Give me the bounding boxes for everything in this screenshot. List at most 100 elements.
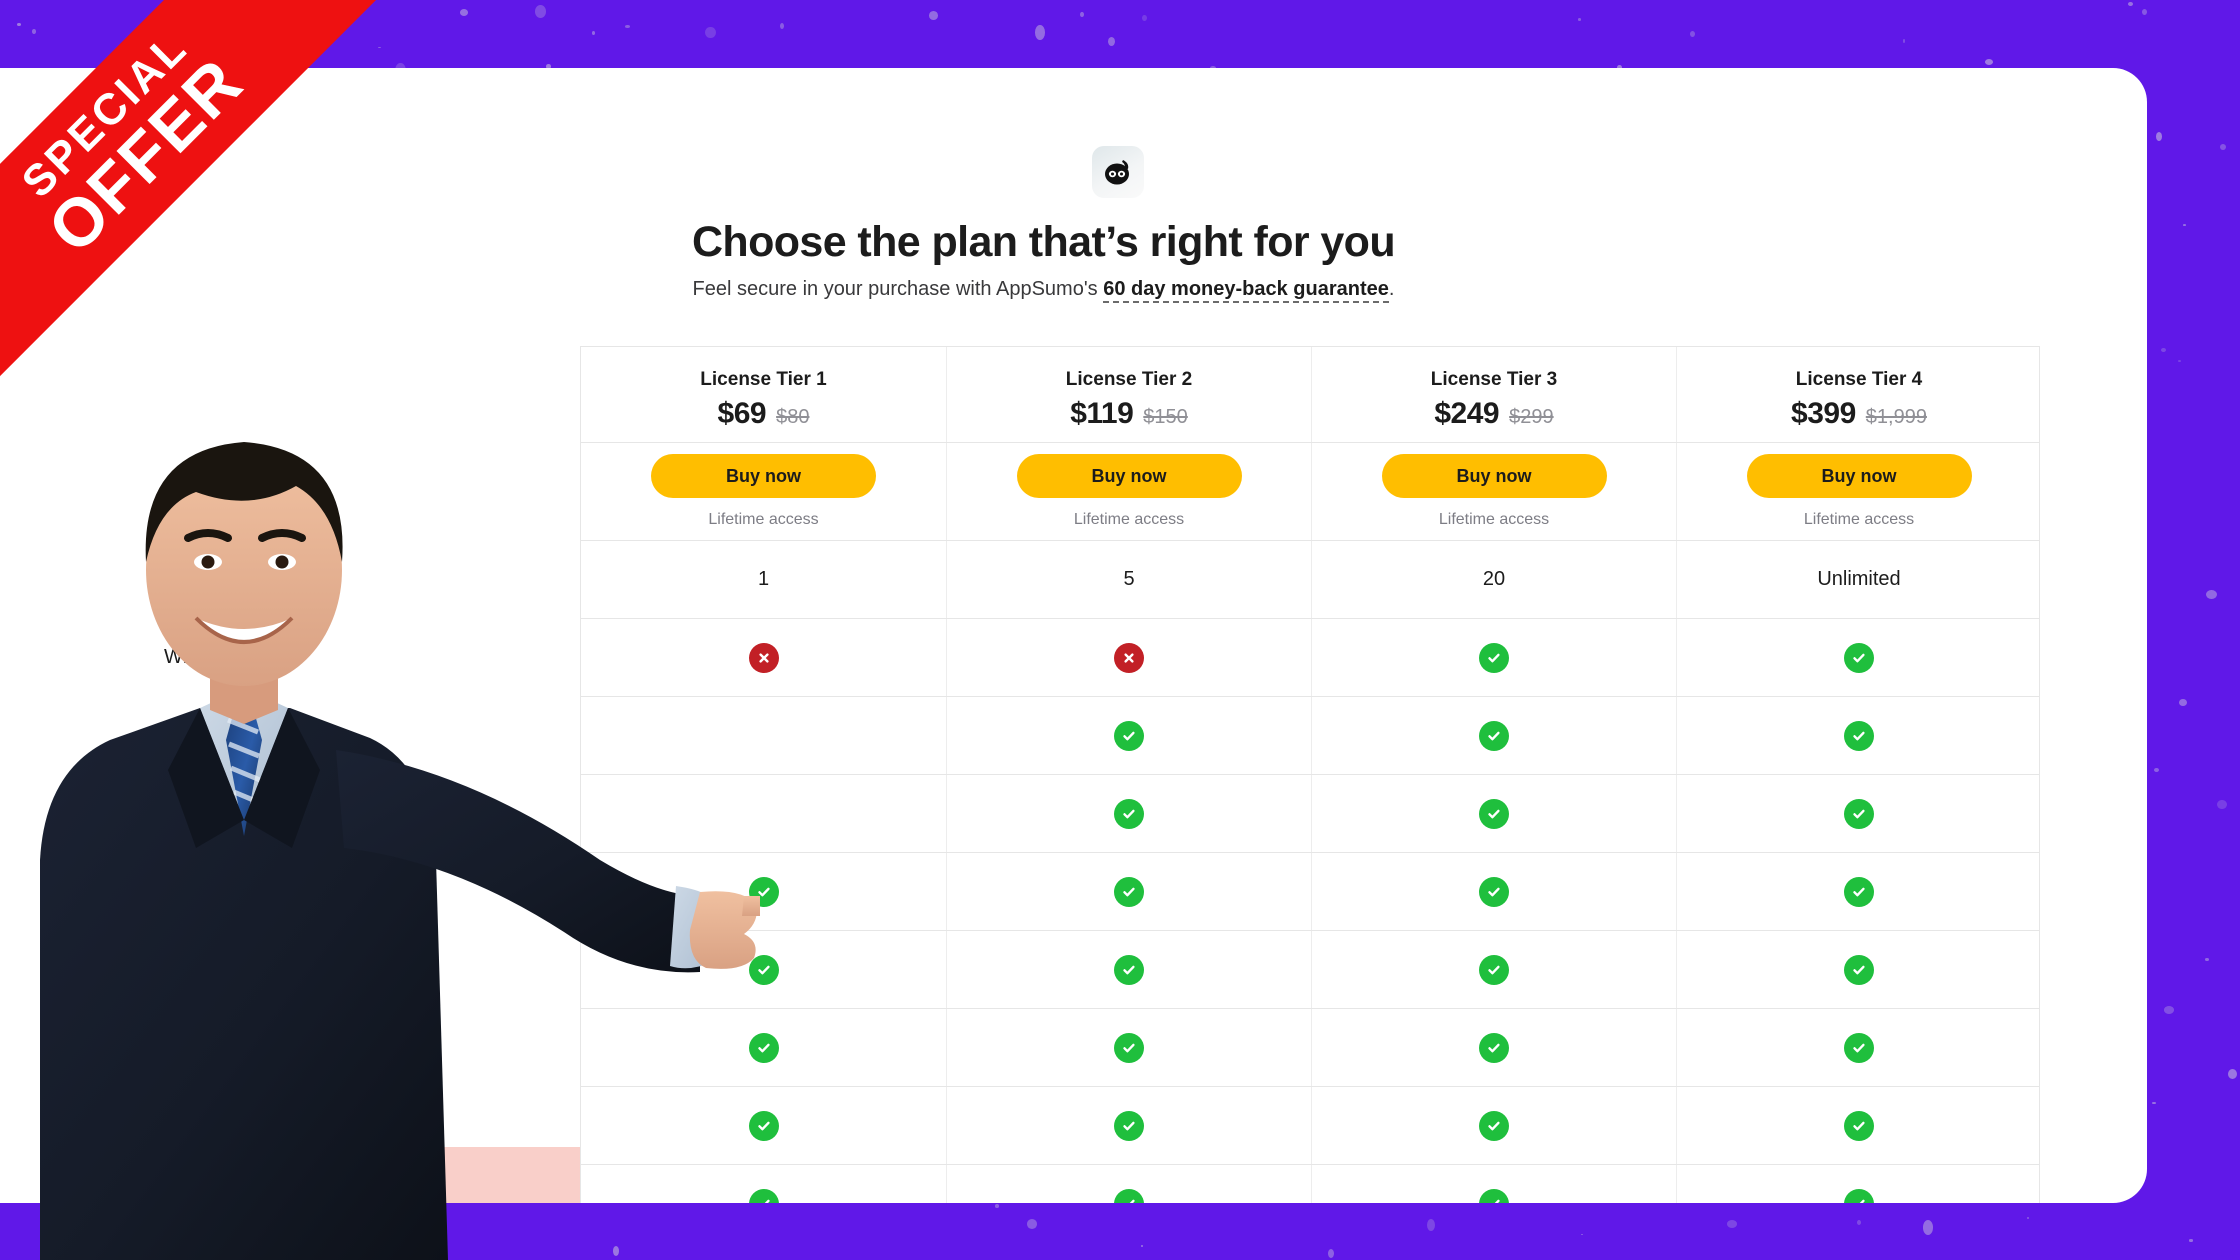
check-circle-icon bbox=[748, 876, 779, 907]
plan-name: License Tier 1 bbox=[700, 369, 827, 390]
plan-price-line: $399 $1,999 bbox=[1791, 397, 1927, 431]
money-back-guarantee-link[interactable]: 60 day money-back guarantee bbox=[1103, 278, 1389, 303]
feature-value-cell bbox=[581, 775, 946, 852]
plan-original-price: $299 bbox=[1509, 406, 1554, 428]
feature-row bbox=[581, 1165, 2039, 1203]
brand-logo bbox=[1092, 146, 1144, 198]
feature-value-cell bbox=[1676, 1087, 2041, 1164]
buy-now-button[interactable]: Buy now bbox=[1016, 454, 1242, 498]
check-circle-icon bbox=[1479, 720, 1509, 751]
check-circle-icon bbox=[1844, 954, 1874, 985]
plan-name: License Tier 2 bbox=[1065, 369, 1193, 390]
plan-header-cell: License Tier 1 $69 $80 bbox=[581, 347, 946, 442]
plan-price-line: $69 $80 bbox=[718, 397, 810, 431]
pricing-card: Websites White labeling wizard on ogger tor a… bbox=[0, 68, 2147, 1203]
feature-value-cell bbox=[1676, 1165, 2041, 1203]
page-title: Choose the plan that’s right for you bbox=[691, 218, 1396, 266]
check-circle-icon bbox=[1114, 954, 1144, 985]
plan-cta-cell: Buy now Lifetime access bbox=[581, 443, 946, 540]
check-circle-icon bbox=[1114, 1110, 1144, 1141]
feature-value-cell bbox=[581, 619, 946, 696]
feature-value-cell bbox=[581, 697, 946, 774]
cross-circle-icon bbox=[1114, 642, 1144, 673]
plan-original-price: $80 bbox=[776, 406, 810, 428]
lifetime-access-note: Lifetime access bbox=[1803, 511, 1915, 528]
plan-price-line: $119 $150 bbox=[1070, 397, 1188, 431]
check-circle-icon bbox=[1114, 876, 1144, 907]
feature-label: egrity checker bbox=[164, 1191, 289, 1204]
feature-value-cell bbox=[1676, 931, 2041, 1008]
check-circle-icon bbox=[1479, 1110, 1509, 1141]
feature-value: 20 bbox=[1482, 568, 1506, 590]
subtitle-prefix: Feel secure in your purchase with AppSum… bbox=[692, 278, 1104, 300]
feature-label-column: Websites White labeling wizard on ogger tor a… bbox=[164, 540, 580, 1204]
check-circle-icon bbox=[1479, 876, 1509, 907]
plan-name: License Tier 3 bbox=[1430, 369, 1558, 390]
feature-label bbox=[164, 930, 580, 1008]
feature-value-cell bbox=[1676, 619, 2041, 696]
plan-header-cell: License Tier 4 $399 $1,999 bbox=[1676, 347, 2041, 442]
feature-label: wizard bbox=[164, 723, 222, 746]
feature-row: 1 5 20 Unlimited bbox=[581, 541, 2039, 619]
check-circle-icon bbox=[1844, 1110, 1874, 1141]
cross-circle-icon bbox=[748, 642, 779, 673]
feature-value-cell bbox=[581, 1009, 946, 1086]
feature-value-cell bbox=[1311, 775, 1676, 852]
buy-now-button[interactable]: Buy now bbox=[651, 454, 876, 498]
plan-price-line: $249 $299 bbox=[1434, 397, 1553, 431]
feature-value-cell bbox=[946, 1087, 1311, 1164]
plan-original-price: $150 bbox=[1143, 406, 1188, 428]
plan-header-row: License Tier 1 $69 $80 License Tier 2 $119 $1… bbox=[581, 347, 2039, 443]
check-circle-icon bbox=[1114, 1032, 1144, 1063]
feature-row bbox=[581, 619, 2039, 697]
feature-value-cell bbox=[946, 931, 1311, 1008]
feature-value: 1 bbox=[757, 568, 770, 590]
check-circle-icon bbox=[1114, 1188, 1144, 1203]
feature-row bbox=[581, 697, 2039, 775]
plan-price: $119 bbox=[1070, 397, 1134, 430]
buy-now-button[interactable]: Buy now bbox=[1746, 454, 1972, 498]
feature-label: tor authentication bbox=[164, 1113, 318, 1136]
feature-value: Unlimited bbox=[1817, 568, 1901, 590]
feature-row bbox=[581, 931, 2039, 1009]
plan-cta-cell: Buy now Lifetime access bbox=[946, 443, 1311, 540]
plan-price: $399 bbox=[1791, 397, 1856, 430]
check-circle-icon bbox=[1114, 798, 1144, 829]
feature-value-cell: Unlimited bbox=[1676, 541, 2041, 618]
feature-row bbox=[581, 1009, 2039, 1087]
check-circle-icon bbox=[1844, 798, 1874, 829]
plan-price: $249 bbox=[1434, 397, 1500, 430]
feature-row bbox=[581, 853, 2039, 931]
feature-value-cell bbox=[946, 1165, 1311, 1203]
check-circle-icon bbox=[1844, 720, 1874, 751]
plan-original-price: $1,999 bbox=[1865, 406, 1927, 428]
feature-label bbox=[164, 852, 580, 930]
feature-value-cell: 5 bbox=[946, 541, 1311, 618]
feature-value-cell bbox=[581, 853, 946, 930]
lifetime-access-note: Lifetime access bbox=[1073, 511, 1185, 528]
buy-now-button[interactable]: Buy now bbox=[1381, 454, 1607, 498]
check-circle-icon bbox=[1844, 642, 1874, 673]
check-circle-icon bbox=[748, 1188, 779, 1203]
feature-row bbox=[581, 1087, 2039, 1165]
feature-label: on bbox=[164, 801, 187, 824]
feature-value-cell bbox=[946, 853, 1311, 930]
check-circle-icon bbox=[1844, 1032, 1874, 1063]
lifetime-access-note: Lifetime access bbox=[708, 511, 819, 528]
check-circle-icon bbox=[748, 1032, 779, 1063]
subtitle-suffix: . bbox=[1388, 278, 1395, 300]
pricing-comparison-table: License Tier 1 $69 $80 License Tier 2 $119 $1… bbox=[580, 346, 2040, 1203]
feature-label: Websites bbox=[164, 567, 246, 590]
feature-value-cell bbox=[946, 697, 1311, 774]
feature-value-cell bbox=[946, 1009, 1311, 1086]
feature-value-cell bbox=[1311, 1009, 1676, 1086]
feature-value-cell bbox=[1676, 775, 2041, 852]
feature-value-cell bbox=[1676, 853, 2041, 930]
feature-value: 5 bbox=[1123, 568, 1135, 590]
check-circle-icon bbox=[748, 954, 779, 985]
guarantee-subtitle: Feel secure in your purchase with AppSum… bbox=[0, 278, 2147, 303]
plan-name: License Tier 4 bbox=[1795, 369, 1923, 390]
feature-value-cell bbox=[1311, 1165, 1676, 1203]
check-circle-icon bbox=[748, 1110, 779, 1141]
feature-value-cell bbox=[1311, 931, 1676, 1008]
